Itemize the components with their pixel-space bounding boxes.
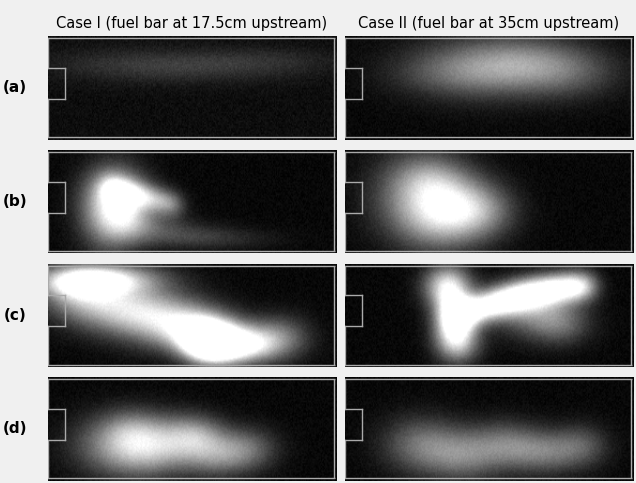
Text: (d): (d)	[3, 421, 27, 437]
Text: (b): (b)	[3, 194, 27, 209]
Text: (a): (a)	[3, 80, 27, 96]
Text: (c): (c)	[3, 308, 26, 323]
Text: Case II (fuel bar at 35cm upstream): Case II (fuel bar at 35cm upstream)	[358, 16, 619, 31]
Text: Case I (fuel bar at 17.5cm upstream): Case I (fuel bar at 17.5cm upstream)	[56, 16, 328, 31]
